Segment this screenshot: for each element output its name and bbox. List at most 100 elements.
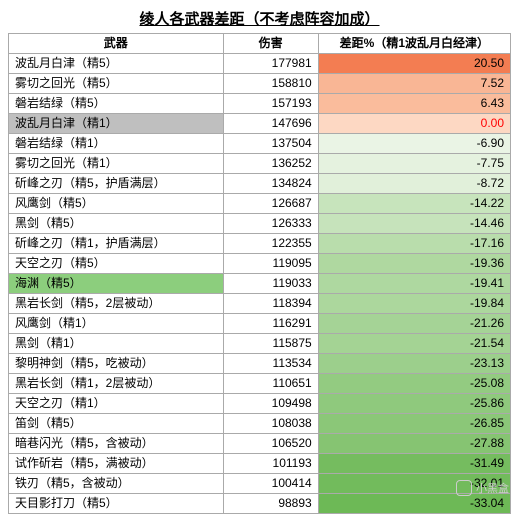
diff-cell: -21.26 [318,314,510,334]
damage-cell: 118394 [223,294,318,314]
weapon-name-cell: 雾切之回光（精1） [9,154,224,174]
diff-cell: 7.52 [318,74,510,94]
weapon-name-cell: 铁刃（精5，含被动） [9,474,224,494]
weapon-name-cell: 雾切之回光（精5） [9,74,224,94]
diff-cell: -7.75 [318,154,510,174]
damage-cell: 119095 [223,254,318,274]
weapon-name-cell: 斫峰之刃（精5，护盾满层） [9,174,224,194]
diff-cell: -6.90 [318,134,510,154]
table-row: 磐岩结绿（精1）137504-6.90 [9,134,511,154]
damage-cell: 177981 [223,54,318,74]
weapon-name-cell: 波乱月白津（精5） [9,54,224,74]
damage-cell: 126333 [223,214,318,234]
col-damage-header: 伤害 [223,34,318,54]
diff-cell: -21.54 [318,334,510,354]
diff-cell: -26.85 [318,414,510,434]
weapon-name-cell: 波乱月白津（精1） [9,114,224,134]
weapon-name-cell: 磐岩结绿（精5） [9,94,224,114]
damage-cell: 100414 [223,474,318,494]
weapon-comparison-table: 武器 伤害 差距%（精1波乱月白经津） 波乱月白津（精5）17798120.50… [8,33,511,514]
diff-cell: 0.00 [318,114,510,134]
table-row: 波乱月白津（精5）17798120.50 [9,54,511,74]
damage-cell: 137504 [223,134,318,154]
weapon-name-cell: 海渊（精5） [9,274,224,294]
weapon-name-cell: 天空之刃（精1） [9,394,224,414]
watermark: 小黑盒 [456,480,509,496]
diff-cell: 20.50 [318,54,510,74]
table-row: 雾切之回光（精1）136252-7.75 [9,154,511,174]
table-row: 天目影打刀（精5）98893-33.04 [9,494,511,514]
weapon-name-cell: 黑岩长剑（精1，2层被动） [9,374,224,394]
weapon-name-cell: 黎明神剑（精5，吃被动） [9,354,224,374]
table-row: 试作斫岩（精5，满被动）101193-31.49 [9,454,511,474]
damage-cell: 158810 [223,74,318,94]
diff-cell: -25.86 [318,394,510,414]
table-row: 黑岩长剑（精5，2层被动）118394-19.84 [9,294,511,314]
col-weapon-header: 武器 [9,34,224,54]
diff-cell: 6.43 [318,94,510,114]
damage-cell: 110651 [223,374,318,394]
table-row: 黑剑（精5）126333-14.46 [9,214,511,234]
diff-cell: -8.72 [318,174,510,194]
damage-cell: 134824 [223,174,318,194]
table-row: 天空之刃（精1）109498-25.86 [9,394,511,414]
diff-cell: -31.49 [318,454,510,474]
damage-cell: 126687 [223,194,318,214]
table-row: 海渊（精5）119033-19.41 [9,274,511,294]
damage-cell: 116291 [223,314,318,334]
diff-cell: -17.16 [318,234,510,254]
damage-cell: 119033 [223,274,318,294]
table-row: 笛剑（精5）108038-26.85 [9,414,511,434]
table-row: 黑岩长剑（精1，2层被动）110651-25.08 [9,374,511,394]
table-row: 风鹰剑（精1）116291-21.26 [9,314,511,334]
damage-cell: 108038 [223,414,318,434]
table-body: 波乱月白津（精5）17798120.50雾切之回光（精5）1588107.52磐… [9,54,511,514]
col-diff-header: 差距%（精1波乱月白经津） [318,34,510,54]
table-row: 暗巷闪光（精5，含被动）106520-27.88 [9,434,511,454]
diff-cell: -25.08 [318,374,510,394]
weapon-name-cell: 暗巷闪光（精5，含被动） [9,434,224,454]
damage-cell: 113534 [223,354,318,374]
table-row: 雾切之回光（精5）1588107.52 [9,74,511,94]
diff-cell: -23.13 [318,354,510,374]
weapon-name-cell: 磐岩结绿（精1） [9,134,224,154]
damage-cell: 157193 [223,94,318,114]
table-row: 磐岩结绿（精5）1571936.43 [9,94,511,114]
diff-cell: -33.04 [318,494,510,514]
weapon-name-cell: 试作斫岩（精5，满被动） [9,454,224,474]
table-row: 黑剑（精1）115875-21.54 [9,334,511,354]
weapon-name-cell: 天目影打刀（精5） [9,494,224,514]
table-row: 风鹰剑（精5）126687-14.22 [9,194,511,214]
header-row: 武器 伤害 差距%（精1波乱月白经津） [9,34,511,54]
diff-cell: -19.41 [318,274,510,294]
table-title: 绫人各武器差距（不考虑阵容加成） [8,8,511,29]
table-row: 波乱月白津（精1）1476960.00 [9,114,511,134]
diff-cell: -14.46 [318,214,510,234]
diff-cell: -14.22 [318,194,510,214]
damage-cell: 106520 [223,434,318,454]
diff-cell: -19.36 [318,254,510,274]
damage-cell: 136252 [223,154,318,174]
weapon-name-cell: 斫峰之刃（精1，护盾满层） [9,234,224,254]
weapon-name-cell: 风鹰剑（精1） [9,314,224,334]
table-row: 天空之刃（精5）119095-19.36 [9,254,511,274]
table-row: 斫峰之刃（精5，护盾满层）134824-8.72 [9,174,511,194]
heybox-icon [456,480,472,496]
damage-cell: 101193 [223,454,318,474]
watermark-text: 小黑盒 [476,480,509,496]
weapon-name-cell: 天空之刃（精5） [9,254,224,274]
table-row: 斫峰之刃（精1，护盾满层）122355-17.16 [9,234,511,254]
weapon-name-cell: 黑剑（精1） [9,334,224,354]
weapon-name-cell: 笛剑（精5） [9,414,224,434]
weapon-name-cell: 黑岩长剑（精5，2层被动） [9,294,224,314]
diff-cell: -27.88 [318,434,510,454]
damage-cell: 98893 [223,494,318,514]
damage-cell: 109498 [223,394,318,414]
damage-cell: 147696 [223,114,318,134]
damage-cell: 115875 [223,334,318,354]
weapon-name-cell: 风鹰剑（精5） [9,194,224,214]
table-row: 铁刃（精5，含被动）100414-32.01 [9,474,511,494]
table-row: 黎明神剑（精5，吃被动）113534-23.13 [9,354,511,374]
damage-cell: 122355 [223,234,318,254]
weapon-name-cell: 黑剑（精5） [9,214,224,234]
